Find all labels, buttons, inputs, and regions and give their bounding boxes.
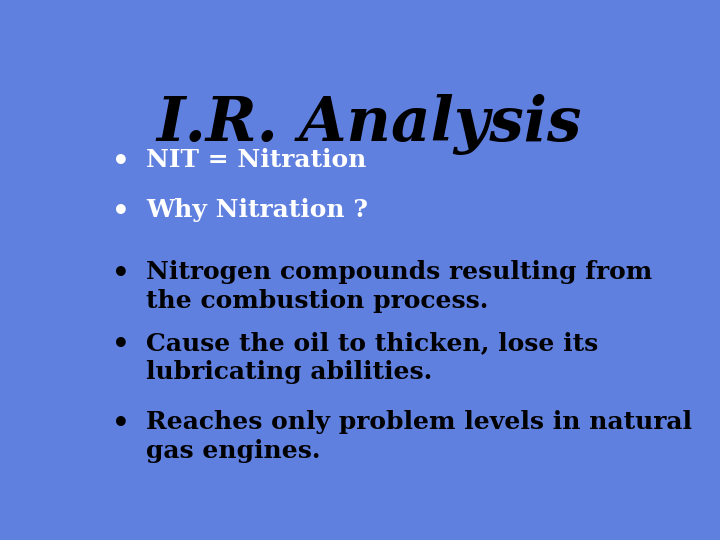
Text: •: • bbox=[112, 331, 130, 358]
Text: Nitrogen compounds resulting from
the combustion process.: Nitrogen compounds resulting from the co… bbox=[145, 260, 652, 313]
Text: •: • bbox=[112, 198, 130, 225]
Text: I.R. Analysis: I.R. Analysis bbox=[156, 94, 582, 155]
Text: Cause the oil to thicken, lose its
lubricating abilities.: Cause the oil to thicken, lose its lubri… bbox=[145, 331, 598, 383]
Text: •: • bbox=[112, 410, 130, 437]
Text: Reaches only problem levels in natural
gas engines.: Reaches only problem levels in natural g… bbox=[145, 410, 692, 463]
Text: •: • bbox=[112, 148, 130, 175]
Text: •: • bbox=[112, 260, 130, 287]
Text: NIT = Nitration: NIT = Nitration bbox=[145, 148, 366, 172]
Text: Why Nitration ?: Why Nitration ? bbox=[145, 198, 368, 222]
